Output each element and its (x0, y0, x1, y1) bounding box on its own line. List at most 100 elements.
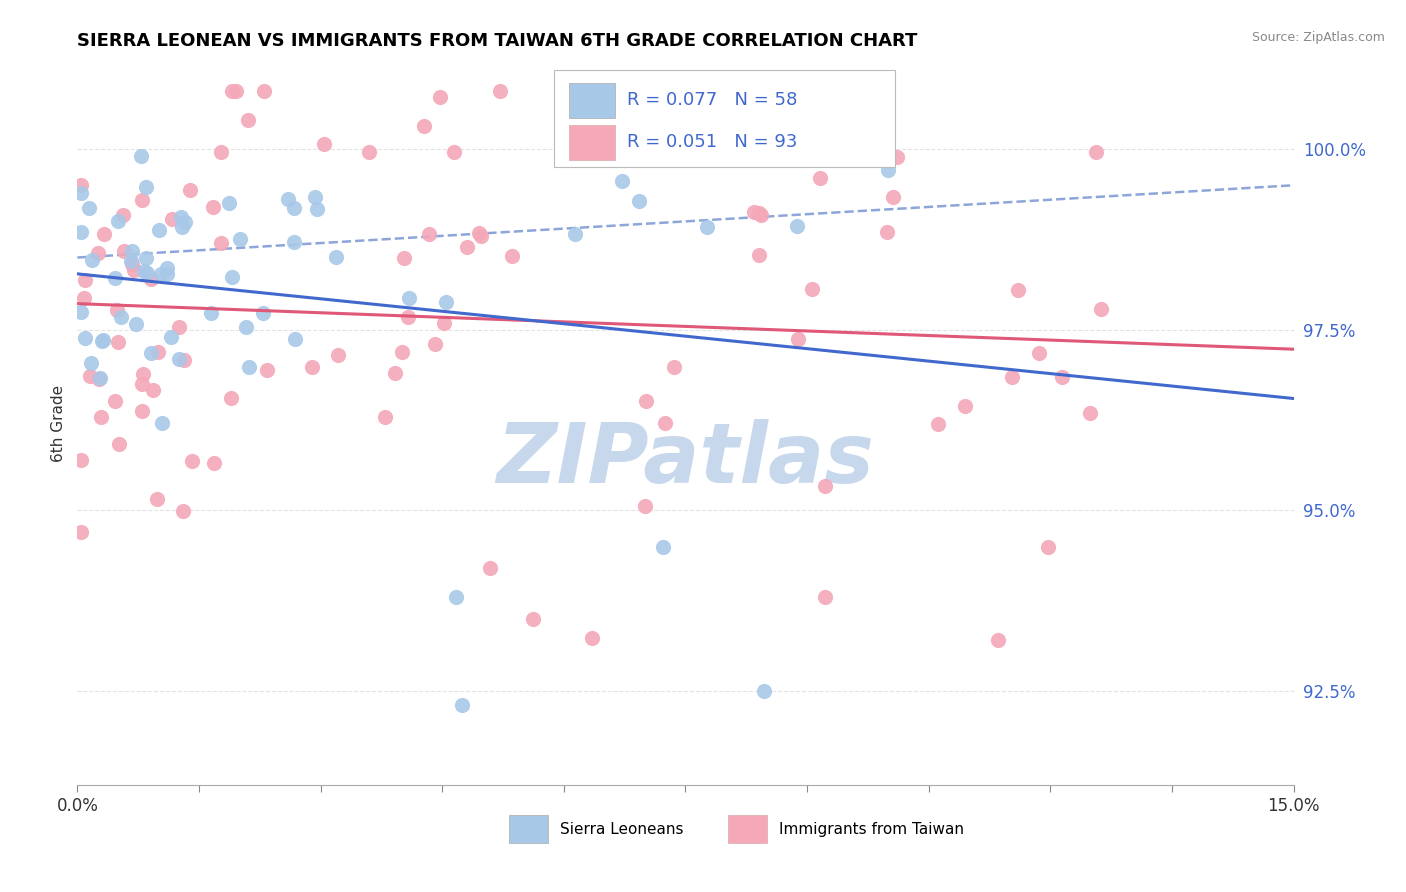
Point (651, 540, 673, 554)
Point (748, 206, 770, 220)
Point (89, 372, 111, 386)
Point (986, 633, 1008, 648)
Point (181, 454, 204, 468)
Point (927, 417, 949, 431)
Text: R = 0.051   N = 93: R = 0.051 N = 93 (627, 133, 797, 151)
Point (129, 149, 152, 163)
FancyBboxPatch shape (554, 70, 894, 167)
Point (107, 214, 129, 228)
Point (146, 492, 169, 507)
Point (79, 369, 101, 384)
Point (170, 219, 193, 234)
Point (434, 294, 457, 309)
Point (953, 399, 976, 413)
Point (418, 227, 440, 241)
Point (470, 229, 492, 244)
Point (752, 684, 775, 698)
Point (696, 219, 718, 234)
Point (89, 371, 111, 385)
Point (225, 84, 247, 98)
Point (174, 215, 197, 229)
Point (120, 254, 142, 268)
Point (73, 331, 96, 345)
Point (804, 152, 827, 166)
Point (70, 524, 93, 539)
Point (173, 352, 195, 367)
Point (228, 232, 250, 246)
Point (633, 499, 655, 513)
Point (107, 335, 129, 350)
Point (82, 252, 104, 267)
Point (304, 189, 326, 203)
Point (886, 150, 908, 164)
Point (876, 225, 898, 239)
Point (398, 291, 420, 305)
Point (93, 227, 115, 241)
Point (1052, 369, 1074, 384)
Point (786, 219, 808, 233)
Point (564, 227, 586, 241)
Point (392, 251, 415, 265)
Point (70, 453, 93, 467)
Text: ZIPatlas: ZIPatlas (496, 419, 875, 500)
Point (654, 416, 676, 430)
Point (132, 264, 155, 278)
Point (429, 90, 451, 104)
Point (581, 631, 603, 645)
Point (235, 320, 257, 334)
Point (156, 261, 179, 276)
FancyBboxPatch shape (568, 83, 614, 118)
Point (312, 137, 335, 152)
Point (391, 345, 413, 359)
Point (105, 303, 128, 318)
Point (627, 194, 650, 208)
Point (277, 192, 299, 206)
FancyBboxPatch shape (509, 815, 548, 843)
Point (112, 244, 135, 258)
Point (479, 561, 502, 575)
Text: Source: ZipAtlas.com: Source: ZipAtlas.com (1251, 31, 1385, 45)
Point (172, 504, 194, 518)
Point (139, 272, 162, 286)
Point (446, 590, 468, 604)
Point (284, 332, 307, 346)
Point (139, 346, 162, 360)
Point (156, 267, 179, 281)
Text: Sierra Leoneans: Sierra Leoneans (560, 822, 683, 837)
Point (135, 252, 157, 266)
Point (748, 248, 770, 262)
Point (111, 208, 134, 222)
Point (91, 333, 114, 347)
Point (148, 223, 170, 237)
Point (1085, 145, 1108, 160)
Point (149, 267, 172, 281)
Point (150, 416, 173, 430)
Point (131, 377, 153, 392)
Point (326, 348, 349, 362)
Point (433, 316, 456, 330)
Text: Immigrants from Taiwan: Immigrants from Taiwan (779, 822, 965, 837)
Point (87, 245, 110, 260)
Point (90, 410, 112, 425)
Point (283, 201, 305, 215)
Point (1036, 540, 1059, 554)
Point (801, 282, 824, 296)
Point (160, 330, 183, 344)
Point (882, 190, 904, 204)
Point (443, 145, 465, 159)
Point (221, 84, 243, 98)
Point (110, 310, 132, 324)
Point (236, 112, 259, 127)
Point (108, 437, 131, 451)
Point (201, 200, 224, 214)
Point (787, 332, 810, 346)
Point (218, 196, 240, 211)
Point (167, 351, 190, 366)
Point (75, 273, 97, 287)
Point (135, 266, 157, 280)
Point (1078, 406, 1101, 420)
Point (501, 249, 523, 263)
Point (125, 317, 148, 331)
Point (610, 174, 633, 188)
Point (283, 235, 305, 250)
